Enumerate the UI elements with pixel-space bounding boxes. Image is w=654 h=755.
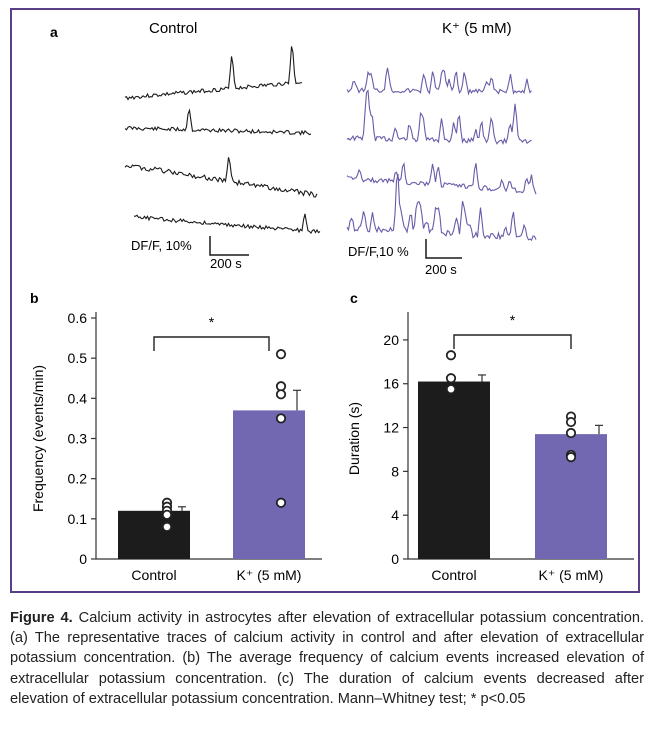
duration-y-tick-label: 12 [383, 420, 399, 436]
k-trace-2 [346, 89, 532, 145]
duration-y-axis-label: Duration (s) [346, 402, 362, 475]
duration-panel-letter: c [350, 290, 358, 306]
frequency-significance-marker: * [209, 314, 215, 330]
frequency-y-tick-label: 0.2 [68, 471, 88, 487]
control-scale-bar [209, 236, 249, 256]
k-trace-4 [346, 173, 537, 242]
duration-data-point [565, 452, 577, 463]
panel-a-letter: a [50, 24, 58, 40]
duration-y-tick-label: 8 [391, 463, 399, 479]
duration-y-tick-label: 16 [383, 376, 399, 392]
frequency-category-label-1: K⁺ (5 mM) [237, 567, 302, 583]
control-trace-1 [124, 46, 303, 101]
k-trace-1 [346, 67, 532, 96]
duration-bar-0 [418, 381, 490, 559]
duration-data-point [565, 416, 577, 428]
figure-panel: a Control K⁺ (5 mM) DF/F, 10% 200 s DF/F… [10, 8, 640, 593]
duration-data-point [445, 384, 457, 395]
frequency-y-tick-label: 0.3 [68, 431, 88, 447]
control-trace-2 [124, 108, 312, 136]
frequency-data-point [275, 349, 287, 360]
k-scale-y-label: DF/F,10 % [348, 244, 409, 259]
frequency-y-tick-label: 0.6 [68, 310, 88, 326]
caption-label: Figure 4. [10, 610, 73, 626]
k-trace-3 [346, 162, 537, 195]
frequency-panel-letter: b [30, 290, 39, 306]
control-traces [124, 46, 321, 235]
duration-chart: c 0 4 8 12 16 20 Duration (s) Control K⁺ (5 mM) * [346, 290, 634, 583]
frequency-category-label-0: Control [131, 567, 176, 583]
duration-y-tick-label: 20 [383, 332, 399, 348]
duration-data-point [565, 427, 577, 439]
figure-svg: a Control K⁺ (5 mM) DF/F, 10% 200 s DF/F… [30, 20, 634, 583]
frequency-data-point [161, 521, 173, 532]
k-traces [346, 67, 537, 242]
duration-data-point [445, 350, 457, 361]
duration-category-label-1: K⁺ (5 mM) [539, 567, 604, 583]
control-trace-3 [124, 157, 318, 198]
frequency-data-point [275, 389, 287, 400]
frequency-bar-1 [233, 410, 305, 559]
frequency-data-point [275, 413, 287, 424]
control-trace-4 [134, 213, 321, 235]
duration-significance-bracket [453, 334, 572, 349]
frequency-y-tick-label: 0.4 [68, 390, 88, 406]
frequency-data-point [275, 497, 287, 508]
control-scale-y-label: DF/F, 10% [131, 238, 192, 253]
caption-text: Calcium activity in astrocytes after ele… [10, 610, 644, 707]
frequency-bar-0 [118, 510, 190, 559]
duration-significance-marker: * [510, 312, 516, 328]
frequency-y-tick-label: 0.5 [68, 350, 88, 366]
k-traces-title: K⁺ (5 mM) [442, 20, 512, 37]
k-scale-bar [425, 239, 462, 259]
control-traces-title: Control [149, 20, 197, 37]
duration-data-point [445, 373, 457, 384]
duration-category-label-0: Control [431, 567, 476, 583]
frequency-significance-bracket [153, 336, 270, 351]
frequency-y-axis-label: Frequency (events/min) [30, 365, 46, 512]
control-scale-x-label: 200 s [210, 256, 242, 271]
frequency-chart: b 0 0.1 0.2 0.3 0.4 0.5 0.6 Frequency (events/mi… [30, 290, 322, 583]
duration-y-tick-label: 4 [391, 507, 399, 523]
duration-y-tick-label: 0 [391, 551, 399, 567]
frequency-y-tick-label: 0 [79, 551, 87, 567]
figure-caption: Figure 4. Calcium activity in astrocytes… [10, 608, 644, 709]
frequency-y-tick-label: 0.1 [68, 511, 88, 527]
k-scale-x-label: 200 s [425, 262, 457, 277]
frequency-data-point [161, 509, 173, 520]
